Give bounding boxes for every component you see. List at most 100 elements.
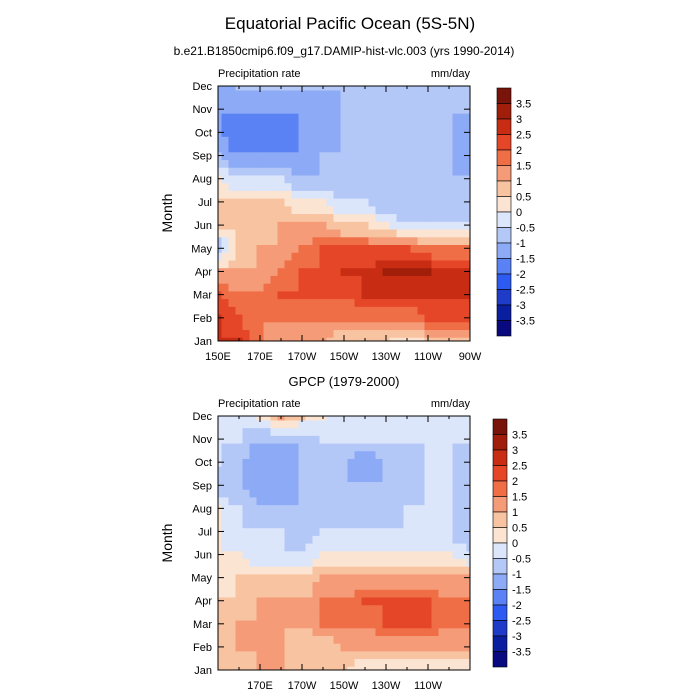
heatmap-cell: [326, 151, 335, 161]
x-tick-label: 170W: [288, 351, 317, 363]
heatmap-cell: [305, 128, 314, 137]
heatmap-cell: [431, 512, 440, 521]
heatmap-cell: [319, 496, 328, 506]
heatmap-cell: [382, 496, 391, 506]
heatmap-cell: [221, 535, 230, 544]
heatmap-cell: [340, 221, 349, 230]
heatmap-cell: [438, 442, 447, 452]
heatmap-cell: [459, 604, 468, 613]
heatmap-cell: [291, 182, 300, 191]
heatmap-cell: [431, 627, 440, 636]
heatmap-cell: [368, 543, 377, 552]
heatmap-cell: [256, 512, 265, 521]
heatmap-cell: [452, 321, 461, 331]
heatmap-cell: [249, 666, 258, 670]
heatmap-cell: [326, 450, 335, 459]
heatmap-cell: [319, 573, 328, 583]
heatmap-cell: [242, 427, 251, 436]
heatmap-cell: [277, 213, 286, 222]
heatmap-cell: [445, 550, 454, 559]
heatmap-cell: [256, 581, 265, 590]
heatmap-cell: [466, 473, 470, 483]
heatmap-cell: [403, 97, 412, 106]
heatmap-cell: [333, 213, 342, 222]
heatmap-cell: [249, 519, 258, 529]
heatmap-cell: [249, 252, 258, 261]
heatmap-cell: [368, 205, 377, 215]
heatmap-cell: [368, 136, 377, 145]
heatmap-cell: [403, 313, 412, 323]
heatmap-cell: [368, 450, 377, 459]
heatmap-cell: [218, 97, 223, 106]
heatmap-cell: [242, 543, 251, 552]
heatmap-cell: [221, 650, 230, 660]
heatmap-cell: [319, 627, 328, 636]
heatmap-cell: [221, 244, 230, 253]
heatmap-cell: [403, 573, 412, 583]
heatmap-cell: [256, 105, 265, 114]
heatmap-cell: [235, 589, 244, 598]
heatmap-cell: [340, 113, 349, 122]
heatmap-cell: [305, 489, 314, 498]
heatmap-cell: [396, 489, 405, 498]
heatmap-cell: [396, 566, 405, 575]
heatmap-cell: [326, 496, 335, 506]
heatmap-cell: [354, 298, 363, 307]
heatmap-cell: [256, 306, 265, 315]
colorbar-box: [496, 289, 512, 306]
heatmap-cell: [319, 290, 328, 300]
heatmap-cell: [459, 504, 468, 513]
heatmap-cell: [249, 198, 258, 207]
heatmap-cell: [445, 519, 454, 529]
heatmap-cell: [270, 120, 279, 130]
heatmap-cell: [242, 419, 251, 429]
heatmap-cell: [284, 298, 293, 307]
heatmap-cell: [221, 182, 230, 191]
heatmap-cell: [431, 612, 440, 621]
heatmap-cell: [312, 252, 321, 261]
heatmap-cell: [375, 442, 384, 452]
heatmap-cell: [354, 136, 363, 145]
heatmap-cell: [466, 113, 470, 122]
heatmap-cell: [459, 519, 468, 529]
x-axis: 170E 170W 150W 130W 110W: [217, 416, 471, 692]
heatmap-cell: [298, 442, 307, 452]
colorbar-label: -1.5: [512, 585, 531, 597]
heatmap-cell: [410, 329, 419, 338]
heatmap-cell: [249, 151, 258, 161]
heatmap-cell: [403, 306, 412, 315]
heatmap-cell: [389, 489, 398, 498]
heatmap-cell: [410, 143, 419, 153]
heatmap-cell: [368, 283, 377, 292]
heatmap-cell: [431, 167, 440, 176]
heatmap-cell: [410, 298, 419, 307]
heatmap-cell: [333, 658, 342, 667]
heatmap-cell: [368, 128, 377, 137]
heatmap-cell: [228, 213, 237, 222]
heatmap-cell: [326, 419, 335, 429]
heatmap-cell: [438, 213, 447, 222]
heatmap-cell: [249, 419, 258, 429]
heatmap-cell: [263, 337, 272, 341]
heatmap-cell: [228, 512, 237, 521]
heatmap-cell: [319, 198, 328, 207]
heatmap-cell: [445, 619, 454, 629]
x-tick-label: 150W: [330, 351, 359, 363]
heatmap-cell: [277, 329, 286, 338]
heatmap-cell: [466, 442, 470, 452]
heatmap-cell: [305, 416, 314, 421]
heatmap-cell: [424, 519, 433, 529]
heatmap-cell: [242, 627, 251, 636]
heatmap-cell: [305, 174, 314, 184]
heatmap-cell: [410, 596, 419, 606]
colorbar-box: [496, 118, 512, 135]
heatmap-cell: [417, 337, 426, 341]
heatmap-cell: [347, 419, 356, 429]
heatmap-cell: [333, 596, 342, 606]
heatmap-cell: [466, 496, 470, 506]
heatmap-cell: [424, 236, 433, 246]
heatmap-cell: [354, 619, 363, 629]
heatmap-cell: [417, 650, 426, 660]
heatmap-cell: [249, 221, 258, 230]
heatmap-cell: [424, 504, 433, 513]
